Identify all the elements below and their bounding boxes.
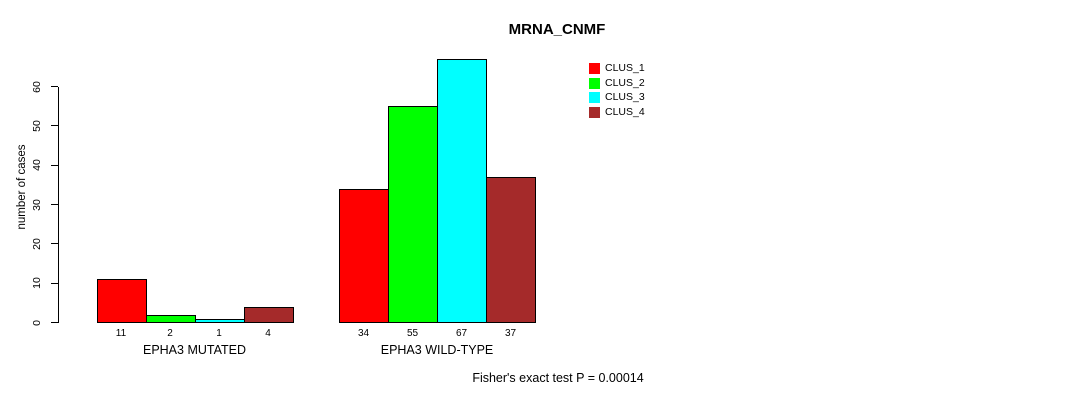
bar-clus_1 [339, 188, 389, 323]
bar-clus_4 [243, 306, 294, 323]
y-axis-tick-label: 30 [31, 198, 43, 211]
bar-value-label: 4 [265, 327, 271, 339]
bar-clus_1 [96, 279, 147, 323]
bar-clus_3 [194, 318, 245, 323]
annotation-pvalue: Fisher's exact test P = 0.00014 [472, 371, 644, 385]
legend-item: CLUS_4 [589, 106, 645, 119]
y-axis-tick [50, 243, 58, 245]
bar-clus_2 [388, 106, 438, 323]
y-axis-tick-label: 0 [31, 319, 43, 326]
legend: CLUS_1 CLUS_2 CLUS_3 CLUS_4 [589, 63, 645, 122]
legend-label: CLUS_3 [605, 91, 645, 104]
bar-value-label: 34 [357, 327, 370, 339]
legend-label: CLUS_2 [605, 76, 645, 89]
legend-item: CLUS_3 [589, 91, 645, 104]
y-axis-tick-label: 60 [31, 80, 43, 93]
bar-clus_3 [437, 58, 487, 323]
bar-value-label: 55 [406, 327, 419, 339]
legend-item: CLUS_1 [589, 63, 645, 74]
y-axis-tick-label: 20 [31, 237, 43, 250]
y-axis-tick-label: 50 [31, 119, 43, 132]
bar-value-label: 2 [167, 327, 173, 339]
y-axis-tick [50, 203, 58, 206]
legend-label: CLUS_4 [605, 106, 645, 119]
legend-swatch-clus_4 [589, 107, 600, 119]
bar-value-label: 1 [216, 327, 222, 339]
bar-value-label: 11 [115, 327, 127, 339]
y-axis-tick-label: 40 [31, 159, 43, 171]
legend-swatch-clus_2 [589, 77, 600, 89]
bar-clus_4 [486, 176, 536, 323]
y-axis-tick [50, 282, 58, 284]
legend-swatch-clus_3 [589, 92, 600, 104]
y-axis-tick [50, 321, 58, 324]
bar-clus_2 [145, 314, 196, 323]
bar-value-label: 37 [504, 327, 517, 339]
x-axis-group-label: EPHA3 WILD-TYPE [380, 343, 494, 357]
legend-item: CLUS_2 [589, 76, 645, 89]
y-axis-tick [50, 125, 58, 127]
y-axis-tick-label: 10 [31, 277, 43, 289]
legend-swatch-clus_1 [589, 63, 600, 74]
y-axis-tick [50, 85, 58, 88]
chart-title: MRNA_CNMF [508, 21, 606, 38]
x-axis-group-label: EPHA3 MUTATED [142, 343, 247, 357]
y-axis-line [57, 86, 59, 323]
y-axis-title: number of cases [16, 144, 28, 230]
legend-label: CLUS_1 [605, 62, 645, 74]
y-axis-tick [50, 164, 58, 166]
bar-value-label: 67 [455, 327, 468, 339]
